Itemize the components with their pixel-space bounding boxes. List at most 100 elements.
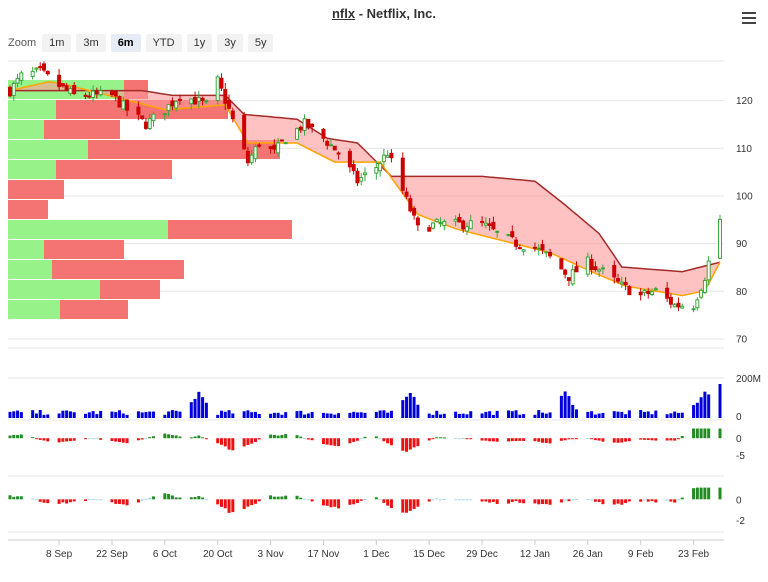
oscillator1-bar bbox=[250, 438, 254, 444]
oscillator1-bar bbox=[152, 436, 156, 439]
volume-bar bbox=[703, 391, 707, 418]
oscillator2-bar bbox=[408, 499, 412, 511]
oscillator1-bar bbox=[136, 438, 140, 441]
candle-body bbox=[638, 291, 643, 296]
candle-body bbox=[487, 223, 492, 226]
volume-bar bbox=[669, 413, 673, 418]
candle-body bbox=[514, 239, 519, 247]
oscillator1-bar bbox=[170, 435, 174, 439]
volume-bar bbox=[95, 414, 99, 418]
candle-body bbox=[219, 77, 224, 89]
candle-body bbox=[359, 177, 364, 182]
volume-bar bbox=[439, 414, 443, 418]
oscillator1-bar bbox=[488, 438, 492, 442]
oscillator1-bar bbox=[99, 438, 103, 440]
zoom-1m-button[interactable]: 1m bbox=[42, 34, 72, 52]
oscillator1-bar bbox=[461, 438, 465, 440]
oscillator1-bar bbox=[140, 438, 144, 440]
oscillator1-bar bbox=[442, 437, 446, 439]
volume-bar bbox=[537, 410, 541, 418]
volume-bar bbox=[46, 414, 50, 418]
oscillator2-bar bbox=[16, 496, 20, 500]
lower-band-line bbox=[9, 81, 721, 297]
oscillator1-bar bbox=[310, 438, 314, 441]
oscillator1-bar bbox=[242, 438, 246, 447]
volume-profile-up-bar bbox=[8, 260, 52, 279]
candle-body bbox=[166, 104, 171, 111]
oscillator1-bar bbox=[57, 438, 61, 443]
oscillator2-bar bbox=[510, 499, 514, 502]
hamburger-menu-icon[interactable] bbox=[742, 12, 756, 24]
volume-profile-down-bar bbox=[52, 260, 184, 279]
oscillator2-bar bbox=[669, 499, 673, 502]
oscillator2-bar bbox=[167, 494, 171, 500]
oscillator2-bar bbox=[219, 499, 223, 507]
oscillator2-bar bbox=[152, 496, 156, 500]
oscillator1-bar bbox=[427, 438, 431, 441]
volume-bar bbox=[152, 411, 156, 418]
candle-body bbox=[72, 84, 77, 95]
oscillator2-bar bbox=[586, 499, 590, 501]
oscillator1-bar bbox=[352, 438, 356, 442]
chart-title: nflx - Netflix, Inc. bbox=[0, 6, 768, 21]
zoom-3m-button[interactable]: 3m bbox=[76, 34, 106, 52]
oscillator1-bar bbox=[284, 434, 288, 439]
volume-bar bbox=[639, 410, 643, 418]
oscillator1-bar bbox=[269, 434, 273, 439]
zoom-6m-button[interactable]: 6m bbox=[110, 34, 141, 52]
zoom-ytd-button[interactable]: YTD bbox=[145, 34, 182, 52]
volume-bar bbox=[31, 410, 35, 418]
volume-bar bbox=[488, 411, 492, 418]
candle-body bbox=[453, 218, 458, 222]
zoom-1y-button[interactable]: 1y bbox=[186, 34, 213, 52]
volume-bar bbox=[495, 410, 499, 418]
volume-profile-up-bar bbox=[8, 140, 88, 159]
zoom-3y-button[interactable]: 3y bbox=[217, 34, 243, 52]
volume-bar bbox=[303, 414, 307, 418]
volume-bar bbox=[219, 410, 223, 418]
candle-body bbox=[650, 291, 655, 295]
oscillator2-bar bbox=[431, 499, 435, 501]
candle-body bbox=[34, 67, 39, 70]
volume-bar bbox=[491, 414, 495, 418]
oscillator2-bar bbox=[541, 499, 544, 505]
oscillator2-bar bbox=[34, 499, 38, 501]
oscillator1-bar bbox=[408, 438, 412, 450]
candle-body bbox=[91, 90, 96, 98]
oscillator2-bar bbox=[571, 499, 575, 501]
zoom-5y-button[interactable]: 5y bbox=[247, 34, 274, 52]
oscillator1-bar bbox=[72, 438, 76, 441]
candle-body bbox=[189, 98, 194, 105]
oscillator1-bar bbox=[559, 438, 563, 441]
volume-bar bbox=[386, 412, 390, 418]
volume-bar bbox=[242, 411, 246, 418]
volume-profile-up-bar bbox=[8, 160, 56, 179]
candle-body bbox=[355, 170, 360, 184]
oscillator1-bar bbox=[355, 438, 359, 441]
oscillator1-bar bbox=[457, 438, 461, 440]
ticker-symbol[interactable]: nflx bbox=[331, 6, 356, 21]
volume-bar bbox=[442, 413, 446, 418]
candle-body bbox=[193, 97, 198, 105]
volume-profile-up-bar bbox=[8, 300, 60, 319]
oscillator2-bar-axis-label: 0 bbox=[736, 495, 742, 506]
candle-body bbox=[19, 72, 24, 81]
candle-body bbox=[310, 123, 315, 127]
oscillator2-bar bbox=[321, 499, 325, 506]
volume-bar bbox=[457, 413, 461, 418]
oscillator2-bar bbox=[19, 496, 23, 500]
oscillator1-bar bbox=[692, 428, 696, 439]
volume-bar bbox=[680, 412, 684, 418]
oscillator2-bar bbox=[46, 499, 50, 504]
oscillator2-bar bbox=[405, 499, 409, 513]
candle-body bbox=[706, 260, 711, 281]
oscillator1-bar bbox=[91, 438, 95, 440]
price-axis-label: 70 bbox=[736, 334, 748, 345]
oscillator2-bar bbox=[61, 499, 65, 503]
candle-body bbox=[480, 220, 485, 223]
oscillator1-bar bbox=[673, 438, 677, 441]
volume-bar bbox=[465, 414, 469, 418]
oscillator1-bar bbox=[574, 438, 578, 440]
candle-body bbox=[87, 95, 92, 98]
